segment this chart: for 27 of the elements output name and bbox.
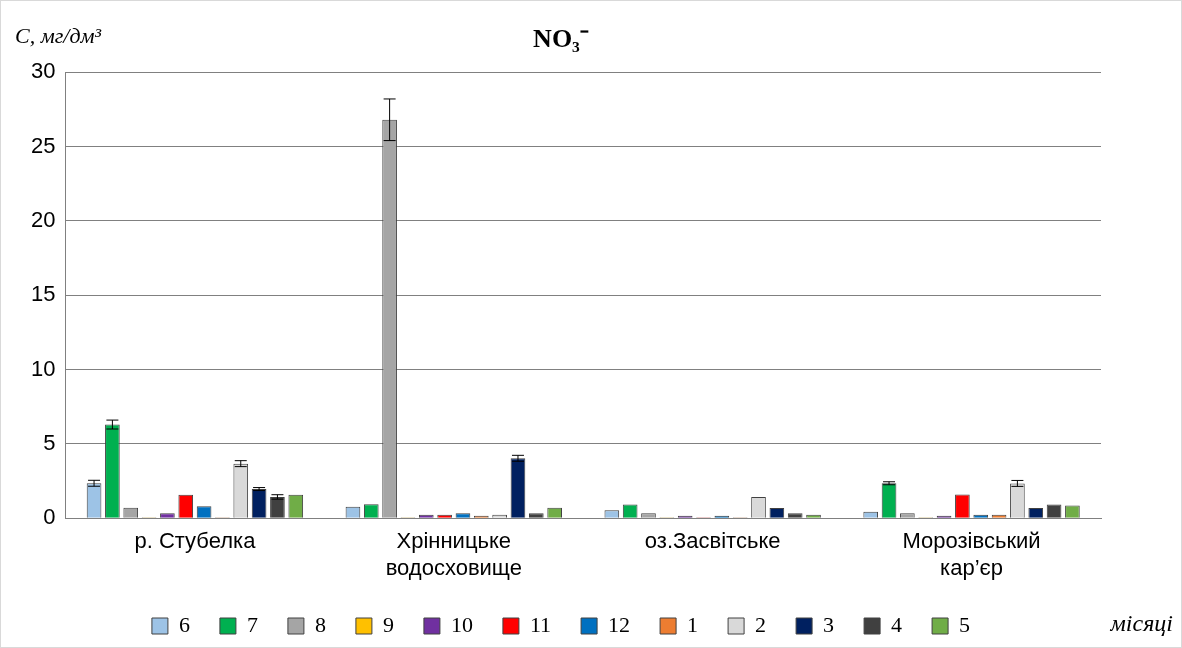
legend-label: 7 [246,611,258,637]
legend-title: місяці [1110,610,1173,637]
legend-label: 10 [450,611,473,637]
legend-label: 1 [687,611,699,637]
x-tick-label: оз.Засвітське [644,528,781,554]
legend-label: 5 [959,611,971,637]
y-tick-label: 15 [30,281,56,307]
y-tick-label: 0 [43,504,56,530]
legend-label: 9 [382,611,394,637]
y-axis-title: C, мг/дм³ [15,23,102,49]
x-tick-label: р. Стубелка [134,528,257,554]
legend-label: 11 [529,611,552,637]
legend-label: 6 [178,611,190,637]
legend-label: 12 [608,611,631,637]
y-tick-label: 5 [43,429,56,455]
legend-label: 8 [314,611,326,637]
y-tick-label: 30 [30,58,56,84]
legend-label: 2 [755,611,767,637]
legend-label: 3 [823,611,835,637]
legend-label: 4 [891,611,903,637]
y-tick-label: 20 [30,206,56,232]
y-tick-label: 25 [30,132,56,158]
bar [270,496,285,518]
y-tick-label: 10 [30,355,56,381]
x-tick-label: Морозівський кар’єр [902,528,1041,580]
chart-title: NO₃⁻ [533,24,589,54]
x-tick-label: Хрінницьке водосховище [385,528,522,580]
